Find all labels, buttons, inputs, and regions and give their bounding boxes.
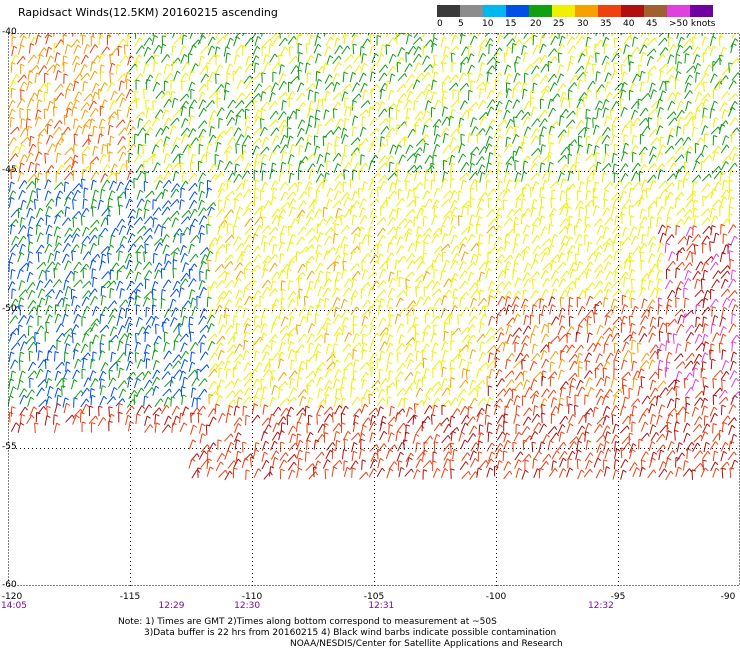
latitude-tick-label: -50	[2, 303, 17, 314]
scale-swatch	[690, 5, 713, 17]
latitude-tick-label: -55	[2, 441, 17, 452]
scale-swatch	[644, 5, 667, 17]
pass-time-label: 12:30	[234, 601, 261, 611]
scale-swatch	[483, 5, 506, 17]
wind-map	[8, 33, 740, 586]
scale-swatch	[598, 5, 621, 17]
scale-label: 5	[458, 19, 464, 29]
scale-swatch	[460, 5, 483, 17]
scale-label: 20	[530, 19, 542, 29]
longitude-tick-label: -120	[1, 592, 23, 602]
longitude-tick-label: -115	[119, 592, 141, 602]
pass-time-label: 14:05	[1, 601, 27, 611]
scale-swatch	[621, 5, 644, 17]
longitude-tick-label: -90	[720, 592, 736, 602]
scale-swatch	[506, 5, 529, 17]
scale-label: >50 knots	[669, 19, 716, 29]
scale-swatch	[529, 5, 552, 17]
scale-swatch	[552, 5, 575, 17]
map-title: Rapidsact Winds(12.5KM) 20160215 ascendi…	[18, 6, 278, 19]
latitude-tick-label: -45	[2, 165, 17, 176]
wind-barbs	[8, 33, 740, 481]
pass-time-label: 12:29	[158, 601, 185, 611]
pass-time-label: 12:31	[368, 601, 395, 611]
longitude-tick-label: -105	[363, 592, 385, 602]
scale-label: 40	[623, 19, 635, 29]
map-frame	[8, 33, 740, 586]
note-line-2: 3)Data buffer is 22 hrs from 20160215 4)…	[144, 628, 557, 638]
latitude-tick-label: -40	[2, 27, 17, 37]
lat-lon-grid	[8, 33, 740, 586]
color-scale-labels: 0 5 10 15 20 25 30 35 40 45 >50 knots	[437, 19, 737, 33]
longitude-tick-label: -100	[485, 592, 507, 602]
scale-swatch	[437, 5, 460, 17]
scale-label: 35	[600, 19, 612, 29]
scale-label: 15	[505, 19, 517, 29]
scale-swatch	[575, 5, 598, 17]
scale-label: 0	[437, 19, 443, 29]
color-scale-bar	[437, 5, 713, 17]
pass-time-label: 12:32	[587, 601, 614, 611]
scale-label: 45	[646, 19, 658, 29]
wind-speed-color-scale: 0 5 10 15 20 25 30 35 40 45 >50 knots	[437, 5, 716, 29]
longitude-tick-label: -110	[241, 592, 263, 602]
scale-label: 25	[553, 19, 565, 29]
wind-barb-plot	[8, 33, 740, 586]
scale-label: 30	[577, 19, 589, 29]
scale-label: 10	[482, 19, 494, 29]
scale-swatch	[667, 5, 690, 17]
note-line-1: Note: 1) Times are GMT 2)Times along bot…	[118, 617, 497, 627]
latitude-tick-label: -60	[2, 580, 17, 590]
note-line-3: NOAA/NESDIS/Center for Satellite Applica…	[290, 639, 563, 649]
longitude-tick-label: -95	[610, 592, 626, 602]
